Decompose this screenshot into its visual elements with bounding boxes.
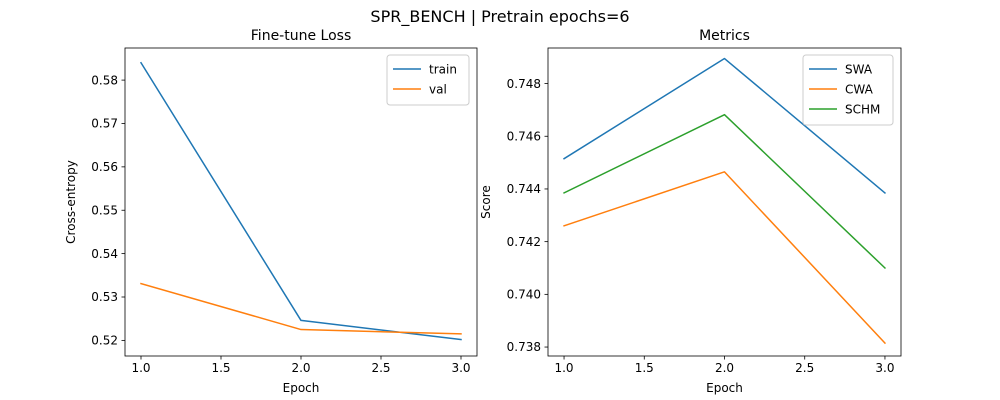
y-axis-label: Cross-entropy (64, 160, 78, 244)
x-axis-label: Epoch (706, 381, 743, 395)
y-tick-label: 0.58 (91, 73, 118, 87)
y-axis-label: Score (479, 185, 493, 219)
y-tick-label: 0.57 (91, 117, 118, 131)
y-tick-label: 0.740 (507, 288, 541, 302)
series-line-val (140, 282, 462, 335)
axes-title: Fine-tune Loss (251, 28, 351, 44)
series-line-swa (563, 57, 887, 194)
legend: SWA CWA SCHM (802, 54, 894, 126)
x-tick-label: 1.0 (554, 361, 573, 375)
y-tick-label: 0.744 (507, 182, 541, 196)
x-tick-label: 2.5 (371, 361, 390, 375)
y-tick-label: 0.748 (507, 77, 541, 91)
x-tick-label: 2.0 (715, 361, 734, 375)
legend-label-val: val (429, 83, 447, 97)
x-tick-label: 1.5 (635, 361, 654, 375)
y-tick-label: 0.54 (91, 247, 118, 261)
loss-panel: 1.0 1.5 2.0 2.5 3.0 0.52 0.53 0.54 0.55 0.56 0.57 0… (64, 28, 478, 395)
y-tick-label: 0.52 (91, 334, 118, 348)
y-tick-label: 0.56 (91, 160, 118, 174)
x-tick-label: 1.0 (131, 361, 150, 375)
series-line-schm (563, 113, 887, 270)
y-tick-label: 0.55 (91, 203, 118, 217)
x-tick-label: 3.0 (875, 361, 894, 375)
legend-label-schm: SCHM (845, 103, 880, 117)
legend-label-swa: SWA (845, 63, 873, 77)
y-tick-label: 0.53 (91, 290, 118, 304)
legend-label-cwa: CWA (845, 83, 874, 97)
axes-title: Metrics (699, 28, 750, 44)
legend: train val (386, 54, 470, 106)
series-line-cwa (563, 171, 887, 345)
x-tick-label: 3.0 (451, 361, 470, 375)
x-axis-label: Epoch (283, 381, 320, 395)
figure-suptitle: SPR_BENCH | Pretrain epochs=6 (370, 7, 629, 27)
y-tick-label: 0.738 (507, 340, 541, 354)
legend-box (386, 54, 470, 106)
y-tick-label: 0.746 (507, 129, 541, 143)
legend-label-train: train (429, 63, 457, 77)
y-tick-label: 0.742 (507, 235, 541, 249)
x-tick-label: 2.0 (291, 361, 310, 375)
legend-box (802, 54, 894, 126)
x-tick-label: 2.5 (795, 361, 814, 375)
metrics-panel: 1.0 1.5 2.0 2.5 3.0 0.738 0.740 0.742 0.744 0.746… (479, 28, 902, 395)
x-tick-label: 1.5 (211, 361, 230, 375)
